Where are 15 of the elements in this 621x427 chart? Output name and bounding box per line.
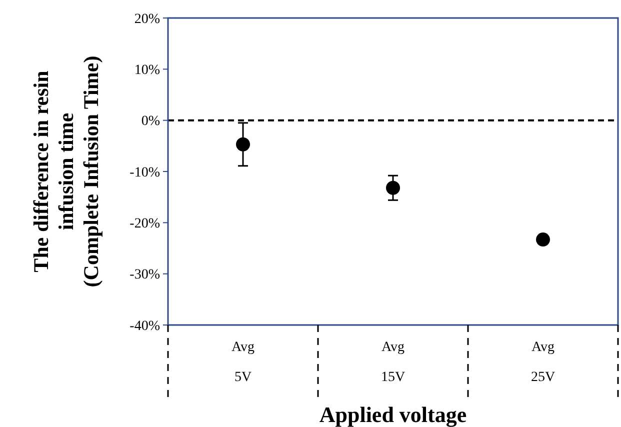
y-tick-label: -30% — [130, 268, 160, 283]
x-tick-label: Avg 15V — [380, 340, 406, 385]
x-tick-label: Avg 25V — [530, 340, 556, 385]
y-axis-title: The difference in resin infusion time (Complete Infusion Time) — [29, 56, 103, 288]
point — [536, 232, 550, 247]
y-tick-label: -10% — [130, 165, 160, 180]
point — [236, 137, 250, 152]
y-tick-label: -20% — [130, 216, 160, 232]
y-tick-label: 20% — [134, 12, 160, 27]
x-tick-label: Avg 5V — [231, 340, 255, 385]
x-axis-title: Applied voltage — [319, 402, 467, 427]
y-tick-label: -40% — [130, 318, 160, 334]
y-tick-label: 0% — [141, 114, 160, 130]
point — [386, 180, 400, 195]
y-tick-label: 10% — [134, 63, 160, 78]
